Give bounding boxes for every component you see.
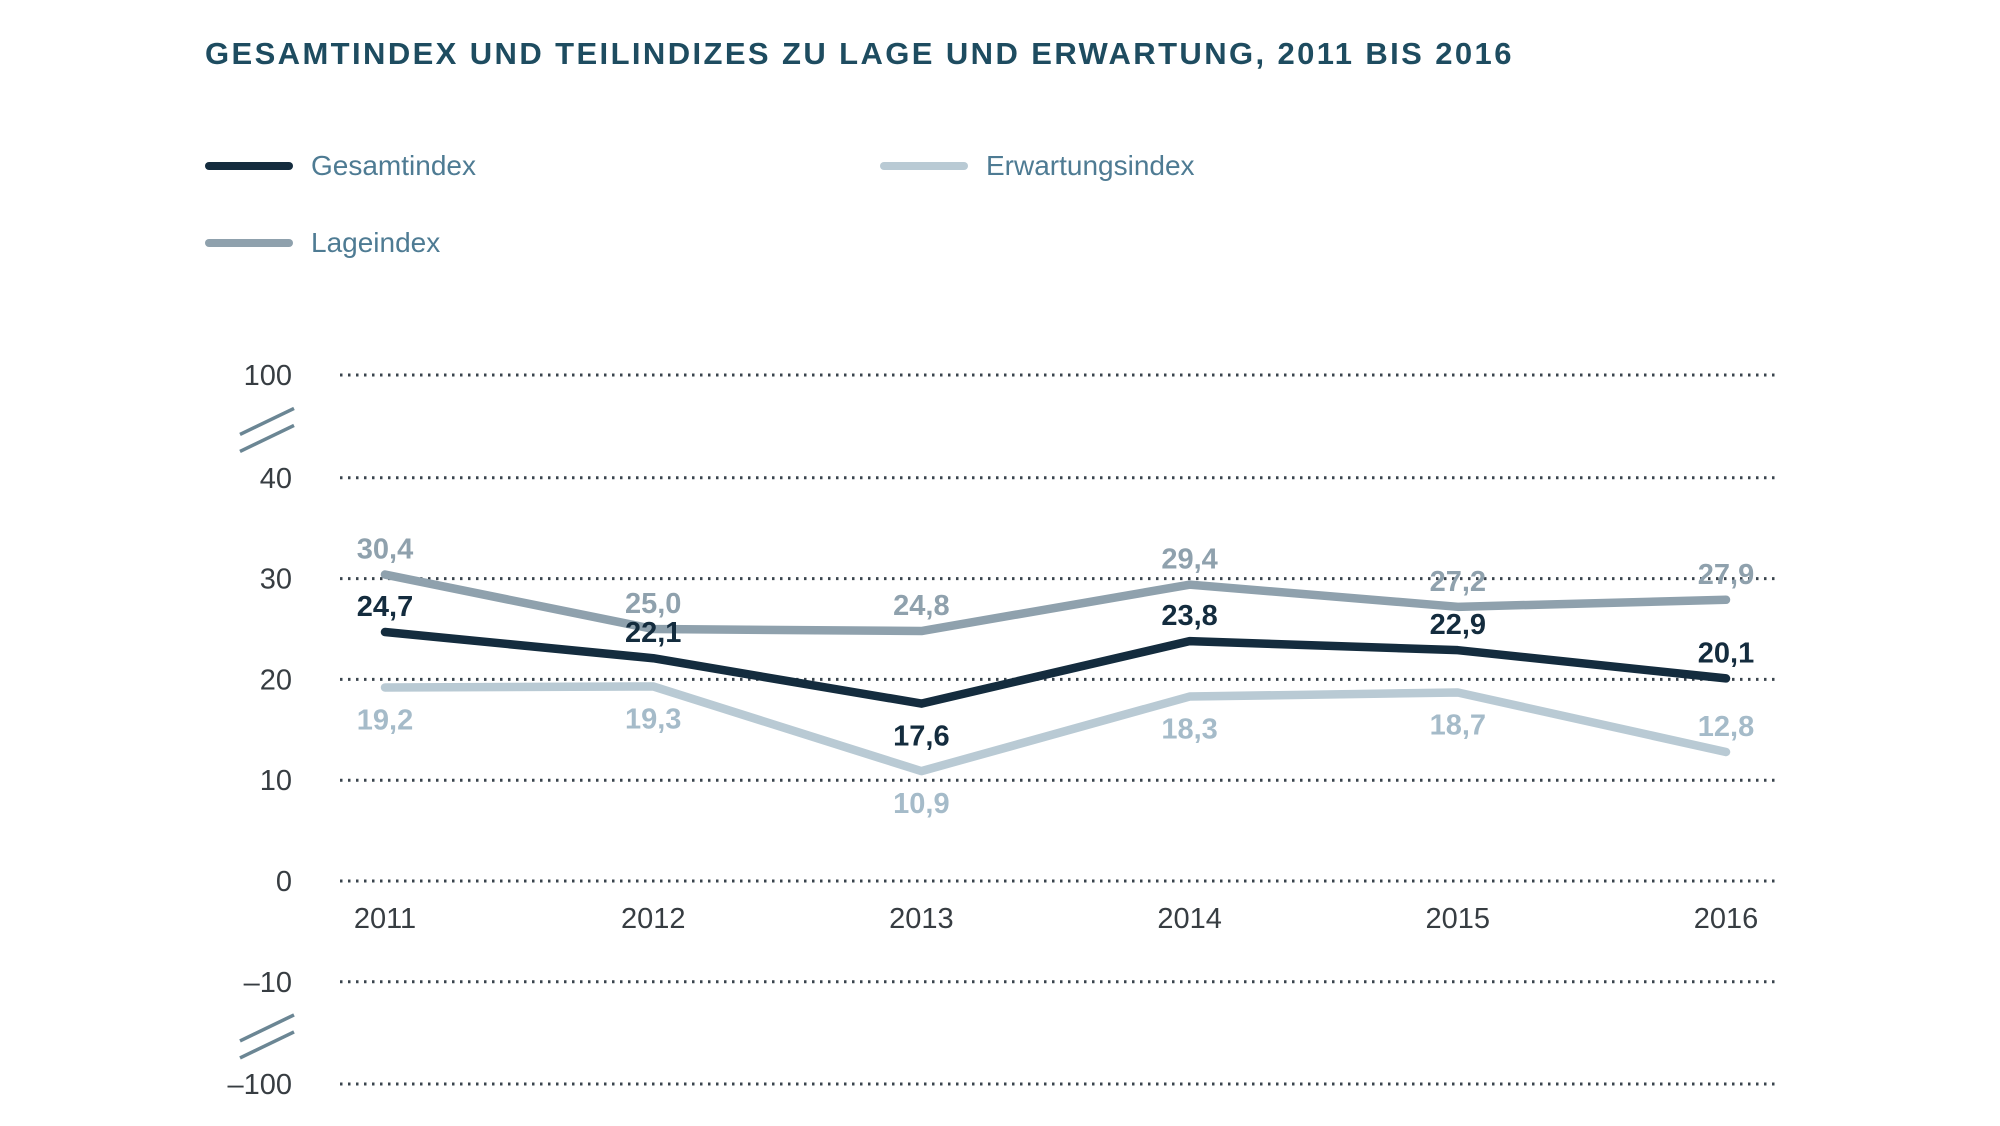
legend-swatch-gesamtindex: [205, 162, 293, 170]
data-label-gesamtindex-2011: 24,7: [357, 591, 413, 623]
data-label-lageindex-2014: 29,4: [1161, 544, 1217, 576]
y-tick-label--10: –10: [244, 967, 292, 999]
x-tick-label-2011: 2011: [354, 903, 416, 935]
data-label-erwartungsindex-2011: 19,2: [357, 704, 413, 736]
data-label-lageindex-2015: 27,2: [1430, 566, 1486, 598]
legend-item-erwartungsindex: Erwartungsindex: [880, 149, 1195, 183]
legend-label-lageindex: Lageindex: [311, 227, 441, 258]
x-tick-label-2014: 2014: [1157, 903, 1222, 935]
legend-label-erwartungsindex: Erwartungsindex: [986, 150, 1195, 181]
data-label-lageindex-2013: 24,8: [893, 590, 949, 622]
series-line-erwartungsindex: [380, 682, 1731, 776]
y-tick-label--100: –100: [227, 1069, 292, 1101]
x-tick-label-2012: 2012: [621, 903, 686, 935]
data-label-gesamtindex-2013: 17,6: [893, 721, 949, 753]
x-tick-label-2015: 2015: [1426, 903, 1491, 935]
y-tick-label-20: 20: [260, 664, 292, 696]
data-label-gesamtindex-2016: 20,1: [1698, 637, 1754, 669]
y-tick-label-10: 10: [260, 765, 292, 797]
data-label-erwartungsindex-2015: 18,7: [1430, 710, 1486, 742]
axis-break-icon-0-0: [239, 406, 295, 436]
y-tick-label-30: 30: [260, 564, 292, 596]
y-tick-label-100: 100: [244, 360, 292, 392]
series-line-lageindex: [380, 570, 1731, 636]
data-label-lageindex-2016: 27,9: [1698, 559, 1754, 591]
legend-swatch-erwartungsindex: [880, 162, 968, 170]
y-tick-label-0: 0: [276, 866, 292, 898]
axis-break-icon-1-0: [239, 1013, 295, 1043]
data-label-gesamtindex-2014: 23,8: [1161, 600, 1217, 632]
data-label-gesamtindex-2012: 22,1: [625, 617, 681, 649]
data-label-erwartungsindex-2012: 19,3: [625, 703, 681, 735]
legend-label-gesamtindex: Gesamtindex: [311, 150, 476, 181]
data-label-gesamtindex-2015: 22,9: [1430, 609, 1486, 641]
data-label-erwartungsindex-2013: 10,9: [893, 788, 949, 820]
legend-item-lageindex: Lageindex: [205, 226, 440, 260]
axis-break-icon-1-1: [239, 1030, 295, 1060]
data-label-erwartungsindex-2014: 18,3: [1161, 714, 1217, 746]
data-label-erwartungsindex-2016: 12,8: [1698, 711, 1754, 743]
y-tick-label-40: 40: [260, 463, 292, 495]
x-tick-label-2013: 2013: [889, 903, 954, 935]
legend-swatch-lageindex: [205, 239, 293, 247]
data-label-lageindex-2011: 30,4: [357, 534, 413, 566]
axis-break-icon-0-1: [239, 423, 295, 453]
chart-title: GESAMTINDEX UND TEILINDIZES ZU LAGE UND …: [205, 36, 1514, 71]
series-line-gesamtindex: [380, 627, 1731, 708]
x-tick-label-2016: 2016: [1694, 903, 1759, 935]
data-label-lageindex-2012: 25,0: [625, 588, 681, 620]
legend-item-gesamtindex: Gesamtindex: [205, 149, 476, 183]
